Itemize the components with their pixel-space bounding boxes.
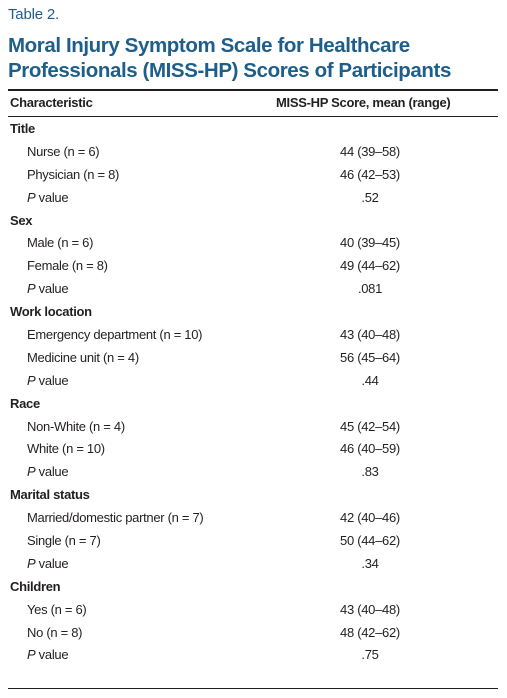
p-suffix: value xyxy=(35,281,69,297)
row-label: Emergency department (n = 10) xyxy=(27,327,203,343)
group-heading-row: Title xyxy=(0,117,507,140)
row-label: Non-White (n = 4) xyxy=(27,418,125,434)
row-label: Nurse (n = 6) xyxy=(27,143,100,159)
group-heading: Marital status xyxy=(10,487,90,503)
header-rule xyxy=(8,116,498,117)
table-title: Moral Injury Symptom Scale for Healthcar… xyxy=(8,34,451,82)
p-suffix: value xyxy=(35,647,69,663)
group-heading: Children xyxy=(10,578,61,594)
p-suffix: value xyxy=(35,372,69,388)
p-letter: P xyxy=(27,281,36,297)
p-value-row: P value .081 xyxy=(0,277,507,300)
p-value-row: P value .34 xyxy=(0,552,507,575)
row-score: 56 (45–64) xyxy=(340,349,400,365)
p-letter: P xyxy=(27,372,36,388)
row-label: White (n = 10) xyxy=(27,441,105,457)
p-value-label: P value xyxy=(27,189,69,205)
p-value: .52 xyxy=(361,189,379,205)
row-label: Physician (n = 8) xyxy=(27,166,120,182)
p-value-row: P value .52 xyxy=(0,186,507,209)
p-suffix: value xyxy=(35,464,69,480)
p-letter: P xyxy=(27,647,36,663)
row-score: 46 (42–53) xyxy=(340,166,400,182)
table-row: Emergency department (n = 10) 43 (40–48) xyxy=(0,323,507,346)
row-score: 46 (40–59) xyxy=(340,441,400,457)
column-header-characteristic: Characteristic xyxy=(10,95,93,110)
table-number: Table 2. xyxy=(8,6,59,23)
p-value-row: P value .44 xyxy=(0,369,507,392)
p-letter: P xyxy=(27,464,36,480)
table-row: Nurse (n = 6) 44 (39–58) xyxy=(0,140,507,163)
group-heading-row: Marital status xyxy=(0,483,507,506)
top-rule xyxy=(8,89,498,91)
row-score: 50 (44–62) xyxy=(340,533,400,549)
p-suffix: value xyxy=(35,189,69,205)
p-value: .081 xyxy=(357,281,383,297)
row-label: Single (n = 7) xyxy=(27,533,101,549)
p-value-label: P value xyxy=(27,555,69,571)
group-heading-row: Work location xyxy=(0,300,507,323)
p-value-label: P value xyxy=(27,647,69,663)
group-heading-row: Children xyxy=(0,575,507,598)
p-value: .44 xyxy=(361,372,379,388)
table-row: Male (n = 6) 40 (39–45) xyxy=(0,231,507,254)
group-heading: Title xyxy=(10,121,35,136)
bottom-rule xyxy=(8,688,498,689)
row-label: Yes (n = 6) xyxy=(27,601,87,617)
table-row: White (n = 10) 46 (40–59) xyxy=(0,437,507,460)
table-row: Medicine unit (n = 4) 56 (45–64) xyxy=(0,346,507,369)
group-heading-row: Race xyxy=(0,392,507,415)
p-value-row: P value .75 xyxy=(0,643,507,666)
table-row: No (n = 8) 48 (42–62) xyxy=(0,621,507,644)
p-value-row: P value .83 xyxy=(0,460,507,483)
row-label: Married/domestic partner (n = 7) xyxy=(27,510,204,526)
row-score: 49 (44–62) xyxy=(340,258,400,274)
group-heading: Sex xyxy=(10,212,33,228)
column-header-score: MISS-HP Score, mean (range) xyxy=(276,95,451,110)
table-body: Title Nurse (n = 6) 44 (39–58) Physician (n… xyxy=(0,117,507,666)
row-score: 48 (42–62) xyxy=(340,624,400,640)
p-value: .83 xyxy=(361,464,379,480)
table-row: Yes (n = 6) 43 (40–48) xyxy=(0,598,507,621)
row-score: 42 (40–46) xyxy=(340,510,400,526)
group-heading: Work location xyxy=(10,304,92,320)
p-letter: P xyxy=(27,555,36,571)
row-score: 43 (40–48) xyxy=(340,327,400,343)
p-value: .75 xyxy=(361,647,379,663)
row-score: 40 (39–45) xyxy=(340,235,400,251)
p-letter: P xyxy=(27,189,36,205)
table-row: Female (n = 8) 49 (44–62) xyxy=(0,254,507,277)
row-label: Medicine unit (n = 4) xyxy=(27,349,139,365)
table-row: Non-White (n = 4) 45 (42–54) xyxy=(0,415,507,438)
row-label: Female (n = 8) xyxy=(27,258,108,274)
p-value-label: P value xyxy=(27,372,69,388)
row-label: Male (n = 6) xyxy=(27,235,94,251)
p-value-label: P value xyxy=(27,464,69,480)
table-row: Physician (n = 8) 46 (42–53) xyxy=(0,163,507,186)
row-score: 43 (40–48) xyxy=(340,601,400,617)
group-heading-row: Sex xyxy=(0,209,507,232)
p-value: .34 xyxy=(361,555,379,571)
row-score: 44 (39–58) xyxy=(340,143,400,159)
p-value-label: P value xyxy=(27,281,69,297)
table-row: Married/domestic partner (n = 7) 42 (40–4… xyxy=(0,506,507,529)
p-suffix: value xyxy=(35,555,69,571)
row-score: 45 (42–54) xyxy=(340,418,400,434)
table-row: Single (n = 7) 50 (44–62) xyxy=(0,529,507,552)
group-heading: Race xyxy=(10,395,40,411)
row-label: No (n = 8) xyxy=(27,624,83,640)
